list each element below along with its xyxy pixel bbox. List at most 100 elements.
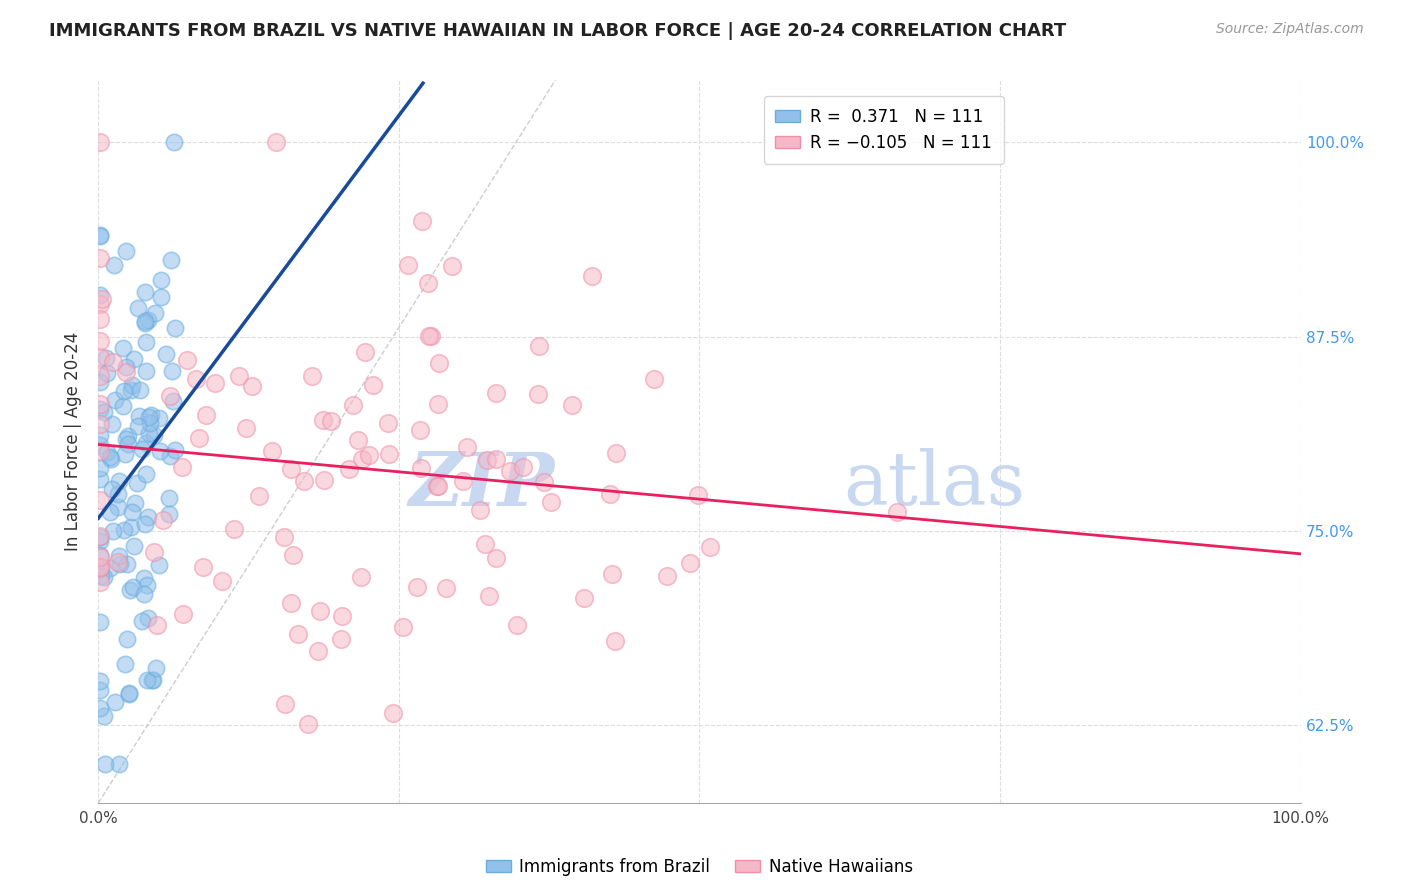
Point bbox=[188, 431, 211, 445]
Point bbox=[526, 387, 548, 401]
Point bbox=[89, 227, 111, 242]
Point bbox=[307, 644, 329, 658]
Point bbox=[89, 351, 111, 365]
Point bbox=[441, 259, 464, 273]
Point bbox=[89, 529, 111, 543]
Point bbox=[172, 459, 194, 474]
Point bbox=[89, 548, 111, 562]
Point bbox=[141, 408, 163, 422]
Point bbox=[117, 687, 139, 701]
Point bbox=[101, 483, 124, 497]
Point bbox=[311, 413, 333, 427]
Point bbox=[605, 634, 627, 648]
Point bbox=[141, 673, 163, 687]
Point bbox=[131, 442, 153, 456]
Y-axis label: In Labor Force | Age 20-24: In Labor Force | Age 20-24 bbox=[65, 332, 83, 551]
Point bbox=[235, 421, 257, 435]
Point bbox=[108, 558, 131, 572]
Point bbox=[409, 460, 432, 475]
Point bbox=[163, 136, 186, 150]
Point bbox=[127, 419, 149, 434]
Point bbox=[260, 444, 283, 458]
Point bbox=[94, 756, 117, 771]
Point bbox=[89, 701, 111, 715]
Point bbox=[89, 460, 111, 475]
Point bbox=[281, 548, 304, 562]
Point bbox=[426, 478, 449, 492]
Point bbox=[321, 414, 343, 428]
Point bbox=[129, 383, 152, 397]
Point bbox=[138, 410, 160, 425]
Point bbox=[91, 292, 114, 306]
Point bbox=[120, 520, 142, 534]
Point bbox=[434, 581, 457, 595]
Point bbox=[89, 615, 111, 629]
Point bbox=[96, 444, 118, 458]
Point bbox=[159, 449, 181, 463]
Point bbox=[89, 673, 111, 688]
Point bbox=[408, 423, 430, 437]
Point bbox=[159, 389, 181, 403]
Point bbox=[107, 500, 129, 514]
Point bbox=[686, 487, 709, 501]
Point bbox=[114, 365, 136, 379]
Point bbox=[136, 313, 159, 327]
Point bbox=[350, 451, 373, 466]
Point bbox=[117, 436, 139, 450]
Point bbox=[134, 316, 156, 330]
Point bbox=[96, 367, 118, 381]
Point bbox=[456, 441, 478, 455]
Text: Source: ZipAtlas.com: Source: ZipAtlas.com bbox=[1216, 22, 1364, 37]
Point bbox=[89, 334, 111, 349]
Point bbox=[149, 273, 172, 287]
Point bbox=[240, 379, 263, 393]
Point bbox=[643, 372, 665, 386]
Point bbox=[679, 556, 702, 570]
Point bbox=[485, 550, 508, 565]
Point bbox=[699, 540, 721, 554]
Point bbox=[89, 550, 111, 565]
Point bbox=[101, 355, 124, 369]
Point bbox=[427, 356, 450, 370]
Legend: Immigrants from Brazil, Native Hawaiians: Immigrants from Brazil, Native Hawaiians bbox=[479, 851, 920, 882]
Point bbox=[138, 426, 160, 441]
Point bbox=[195, 408, 218, 422]
Point bbox=[377, 416, 399, 430]
Text: atlas: atlas bbox=[844, 449, 1026, 522]
Point bbox=[301, 368, 323, 383]
Point bbox=[121, 580, 143, 594]
Point bbox=[142, 673, 165, 687]
Point bbox=[89, 562, 111, 576]
Point bbox=[89, 444, 111, 458]
Point bbox=[330, 632, 353, 646]
Point bbox=[280, 462, 302, 476]
Point bbox=[330, 609, 353, 624]
Point bbox=[120, 383, 142, 397]
Point bbox=[101, 417, 124, 431]
Point bbox=[381, 706, 404, 721]
Point bbox=[139, 416, 162, 430]
Point bbox=[107, 487, 129, 501]
Point bbox=[89, 438, 111, 452]
Point bbox=[108, 549, 131, 563]
Point bbox=[193, 559, 215, 574]
Point bbox=[506, 617, 529, 632]
Point bbox=[89, 401, 111, 416]
Point bbox=[287, 626, 309, 640]
Point bbox=[143, 545, 166, 559]
Point bbox=[377, 447, 399, 461]
Point bbox=[134, 517, 156, 532]
Point bbox=[134, 571, 156, 585]
Point bbox=[581, 269, 603, 284]
Point bbox=[605, 445, 627, 459]
Point bbox=[135, 577, 157, 591]
Point bbox=[142, 427, 165, 442]
Point bbox=[120, 582, 142, 597]
Point bbox=[228, 368, 250, 383]
Point bbox=[122, 539, 145, 553]
Point bbox=[599, 487, 621, 501]
Point bbox=[134, 314, 156, 328]
Point bbox=[114, 447, 136, 461]
Point bbox=[157, 491, 180, 505]
Point bbox=[89, 251, 111, 265]
